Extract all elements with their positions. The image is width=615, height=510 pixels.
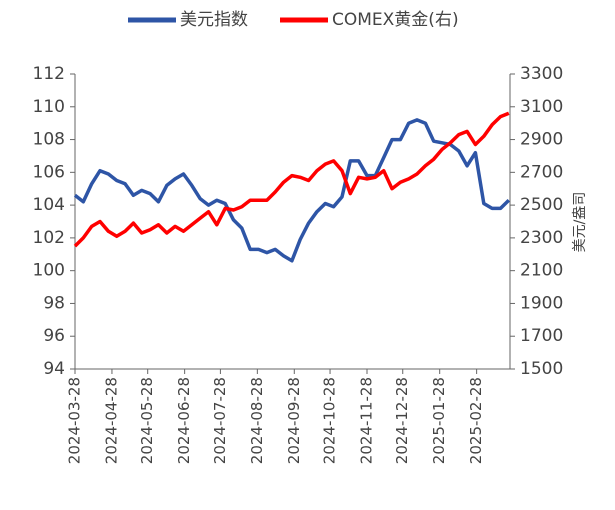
legend-label: COMEX黄金(右) (332, 10, 459, 30)
y-tick-label: 102 (33, 228, 65, 248)
x-tick-label: 2024-04-28 (102, 377, 120, 464)
series-line (73, 111, 510, 248)
x-tick-label: 2024-03-28 (66, 377, 84, 464)
y-tick-label: 96 (43, 326, 65, 346)
y2-tick-label: 2700 (520, 162, 563, 182)
y2-tick-label: 1700 (520, 326, 563, 346)
y-tick-label: 98 (43, 293, 65, 313)
legend-label: 美元指数 (180, 10, 248, 30)
y2-tick-label: 1500 (520, 359, 563, 379)
x-tick-label: 2024-08-28 (248, 377, 266, 464)
y2-tick-label: 2100 (520, 261, 563, 281)
x-tick-label: 2024-09-28 (285, 377, 303, 464)
y-tick-label: 112 (33, 64, 65, 84)
y-tick-label: 104 (33, 195, 65, 215)
x-tick-label: 2025-01-28 (430, 377, 448, 464)
x-tick-label: 2024-06-28 (175, 377, 193, 464)
y2-axis-label: 美元/盎司 (572, 192, 588, 253)
y-tick-label: 94 (43, 359, 65, 379)
x-tick-label: 2024-05-28 (138, 377, 156, 464)
x-tick-label: 2024-11-28 (357, 377, 375, 464)
x-tick-label: 2024-12-28 (393, 377, 411, 464)
x-tick-label: 2025-02-28 (467, 377, 485, 464)
x-tick-label: 2024-07-28 (211, 377, 229, 464)
y2-tick-label: 3300 (520, 64, 563, 84)
y2-tick-label: 2300 (520, 228, 563, 248)
y2-tick-label: 2900 (520, 130, 563, 150)
x-tick-label: 2024-10-28 (321, 377, 339, 464)
y2-tick-label: 1900 (520, 293, 563, 313)
y-tick-label: 100 (33, 261, 65, 281)
y-tick-label: 110 (33, 97, 65, 117)
series-line (73, 118, 511, 263)
y-tick-label: 108 (33, 130, 65, 150)
y-tick-label: 106 (33, 162, 65, 182)
y2-tick-label: 3100 (520, 97, 563, 117)
y2-tick-label: 2500 (520, 195, 563, 215)
